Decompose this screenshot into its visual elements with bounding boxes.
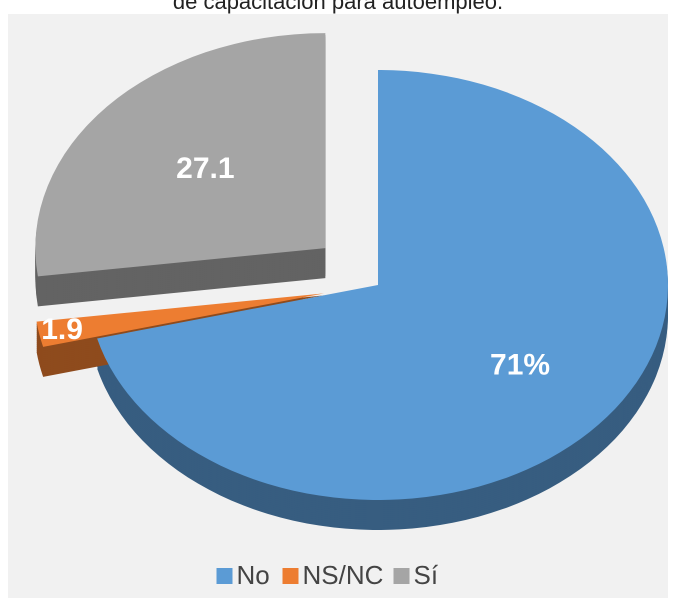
legend-label: NS/NC: [303, 560, 384, 590]
slice-side: [36, 295, 325, 349]
data-label: 71%: [490, 349, 550, 382]
slice: [97, 70, 668, 500]
legend-label: No: [237, 560, 270, 590]
chart-title: de capacitación para autoempleo.: [173, 0, 503, 14]
slice: [36, 293, 325, 347]
legend-label: Sí: [414, 560, 439, 590]
legend-swatch: [216, 568, 233, 584]
data-label: 27.1: [176, 152, 234, 185]
legend-swatch: [282, 568, 299, 584]
data-label: 1.9: [41, 313, 83, 346]
slice: [35, 33, 326, 277]
legend-swatch: [393, 568, 410, 584]
